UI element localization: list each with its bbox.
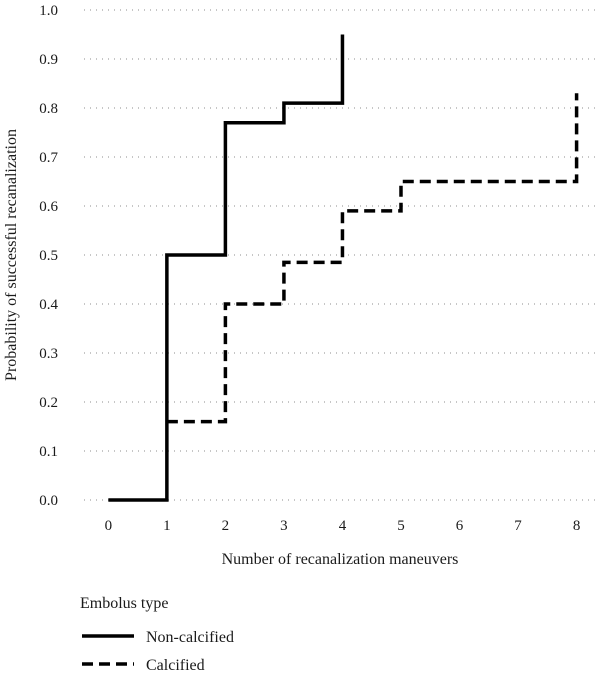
- x-tick-label: 5: [397, 518, 405, 534]
- x-tick-label: 0: [105, 518, 113, 534]
- x-tick-label: 3: [280, 518, 288, 534]
- x-tick-label: 6: [456, 518, 464, 534]
- legend: Embolus type Non-calcified Calcified: [80, 595, 234, 674]
- x-tick-label: 1: [163, 518, 171, 534]
- y-tick-label: 0.2: [39, 395, 58, 411]
- y-tick-label: 0.9: [39, 52, 58, 68]
- series-lines: [108, 34, 579, 502]
- gridlines: [84, 9, 596, 501]
- legend-label-non-calcified: Non-calcified: [146, 629, 234, 646]
- series-line-non-calcified: [108, 34, 345, 502]
- y-tick-label: 0.8: [39, 101, 58, 117]
- y-axis-title: Probability of successful recanalization: [3, 129, 20, 381]
- series-line-calcified: [166, 93, 579, 424]
- x-tick-label: 8: [573, 518, 581, 534]
- y-tick-label: 0.3: [39, 346, 58, 362]
- x-tick-label: 7: [514, 518, 522, 534]
- y-tick-label: 1.0: [39, 3, 58, 19]
- y-tick-label: 0.5: [39, 248, 58, 264]
- legend-title: Embolus type: [80, 595, 168, 612]
- x-axis-title: Number of recanalization maneuvers: [222, 551, 459, 568]
- y-tick-label: 0.0: [39, 493, 58, 509]
- y-tick-labels: 0.0 0.1 0.2 0.3 0.4 0.5 0.6 0.7 0.8 0.9 1.0: [39, 3, 58, 509]
- legend-label-calcified: Calcified: [146, 657, 205, 674]
- x-tick-label: 2: [222, 518, 230, 534]
- y-tick-label: 0.7: [39, 150, 58, 166]
- y-tick-label: 0.6: [39, 199, 58, 215]
- x-tick-labels: 0 1 2 3 4 5 6 7 8: [105, 518, 581, 534]
- y-tick-label: 0.1: [39, 444, 58, 460]
- x-tick-label: 4: [339, 518, 347, 534]
- y-tick-label: 0.4: [39, 297, 58, 313]
